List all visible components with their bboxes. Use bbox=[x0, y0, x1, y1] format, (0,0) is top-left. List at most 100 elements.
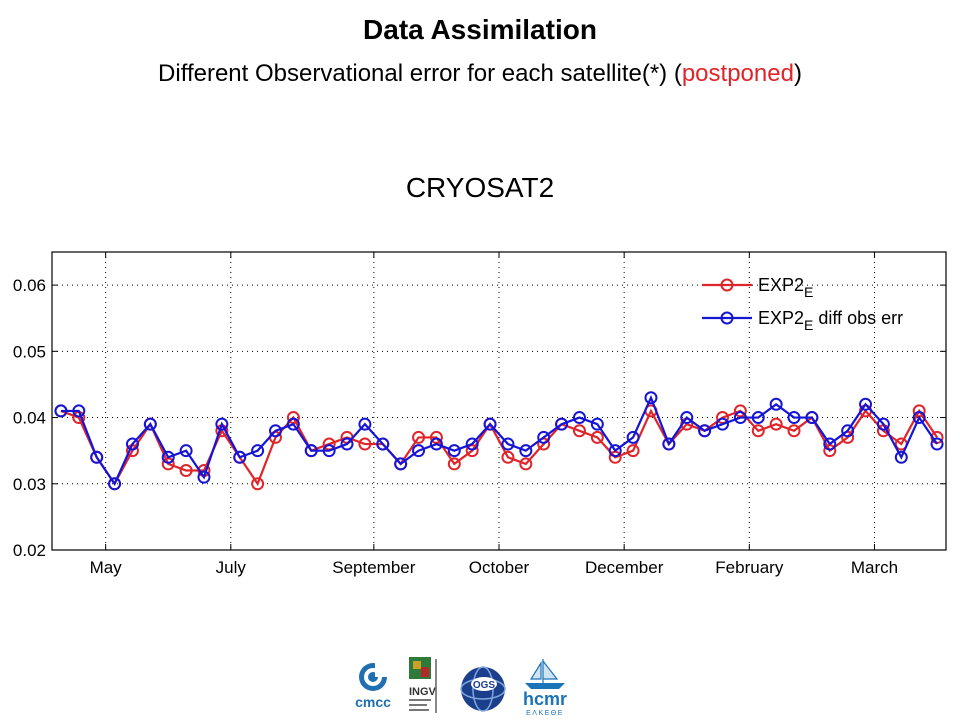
series-point bbox=[72, 404, 86, 418]
subtitle-highlight: postponed bbox=[681, 60, 794, 87]
series-point bbox=[161, 450, 175, 464]
series-point bbox=[930, 437, 944, 451]
plot-frame bbox=[51, 251, 947, 551]
series-point bbox=[626, 444, 640, 458]
series-point bbox=[501, 437, 515, 451]
series-point bbox=[894, 450, 908, 464]
series-point bbox=[751, 411, 765, 425]
series-point bbox=[108, 477, 122, 491]
series-point bbox=[769, 397, 783, 411]
series-point bbox=[322, 444, 336, 458]
series-point bbox=[143, 417, 157, 431]
series-point bbox=[876, 417, 890, 431]
series-point bbox=[340, 437, 354, 451]
x-tick-label: February bbox=[715, 558, 784, 577]
series-point bbox=[376, 437, 390, 451]
series-point bbox=[251, 477, 265, 491]
series-point bbox=[429, 437, 443, 451]
series-point bbox=[251, 444, 265, 458]
subtitle-end: ) bbox=[793, 60, 802, 87]
series-point bbox=[304, 444, 318, 458]
series-point bbox=[179, 464, 193, 478]
series-point bbox=[751, 424, 765, 438]
hcmr-text: hcmr bbox=[523, 689, 567, 709]
plot-area bbox=[52, 252, 946, 550]
series-point bbox=[626, 430, 640, 444]
x-tick-label: October bbox=[469, 558, 530, 577]
series-point bbox=[805, 411, 819, 425]
page-title: Data Assimilation bbox=[363, 14, 597, 45]
series-point bbox=[787, 411, 801, 425]
hcmr-logo: hcmr ΕΛΚΕΘΕ bbox=[523, 659, 567, 717]
legend-label: EXP2E bbox=[758, 275, 813, 300]
series-point bbox=[787, 424, 801, 438]
series-line bbox=[60, 394, 938, 487]
series-point bbox=[519, 444, 533, 458]
legend-label: EXP2E diff obs err bbox=[758, 308, 903, 333]
series-point bbox=[447, 444, 461, 458]
legend-marker bbox=[720, 311, 734, 325]
series-point bbox=[286, 417, 300, 431]
series-point bbox=[733, 404, 747, 418]
subtitle-text: Different Observational error for each s… bbox=[158, 60, 682, 87]
cmcc-text: cmcc bbox=[355, 694, 391, 710]
series-point bbox=[662, 437, 676, 451]
page-subtitle: Different Observational error for each s… bbox=[0, 60, 960, 88]
series-point bbox=[54, 404, 68, 418]
series-point bbox=[125, 437, 139, 451]
series-point bbox=[465, 437, 479, 451]
series-point bbox=[698, 424, 712, 438]
legend-marker bbox=[720, 278, 734, 292]
series-point bbox=[412, 430, 426, 444]
series-point bbox=[197, 470, 211, 484]
y-tick-label: 0.06 bbox=[13, 276, 46, 295]
series-point bbox=[572, 411, 586, 425]
series-point bbox=[572, 424, 586, 438]
x-tick-label: May bbox=[90, 558, 123, 577]
series-point bbox=[447, 457, 461, 471]
series-point bbox=[644, 391, 658, 405]
ogs-logo: OGS bbox=[460, 666, 506, 712]
series-point bbox=[912, 411, 926, 425]
y-tick-label: 0.03 bbox=[13, 475, 46, 494]
series-point bbox=[608, 444, 622, 458]
y-tick-label: 0.05 bbox=[13, 342, 46, 361]
chart-title: CRYOSAT2 bbox=[405, 172, 555, 203]
series-point bbox=[358, 437, 372, 451]
ingv-logo: INGV bbox=[409, 657, 437, 713]
logo-strip: cmcc INGV OGS hcmr ΕΛΚΕΘΕ bbox=[345, 655, 615, 717]
series-point bbox=[179, 444, 193, 458]
series-line bbox=[60, 408, 938, 487]
y-tick-label: 0.04 bbox=[13, 409, 46, 428]
series-point bbox=[537, 430, 551, 444]
x-tick-label: December bbox=[585, 558, 664, 577]
hcmr-subtext: ΕΛΚΕΘΕ bbox=[526, 710, 564, 717]
series-point bbox=[680, 411, 694, 425]
series-point bbox=[590, 430, 604, 444]
series-point bbox=[483, 417, 497, 431]
series-point bbox=[215, 417, 229, 431]
series-point bbox=[555, 417, 569, 431]
series-point bbox=[733, 411, 747, 425]
series-point bbox=[90, 450, 104, 464]
series-point bbox=[769, 417, 783, 431]
cmcc-logo: cmcc bbox=[355, 663, 391, 710]
series-point bbox=[269, 424, 282, 438]
x-tick-label: March bbox=[851, 558, 898, 577]
series-point bbox=[358, 417, 372, 431]
series-point bbox=[590, 417, 604, 431]
y-tick-label: 0.02 bbox=[13, 541, 46, 560]
series-point bbox=[716, 417, 729, 431]
x-tick-label: September bbox=[332, 558, 415, 577]
ingv-text: INGV bbox=[409, 686, 437, 698]
series-point bbox=[841, 424, 855, 438]
ogs-text: OGS bbox=[473, 680, 496, 691]
line-chart: 0.02 0.03 0.04 0.05 0.06 May July September Octo… bbox=[13, 251, 947, 577]
series-point bbox=[823, 437, 837, 451]
series-point bbox=[412, 444, 426, 458]
series-point bbox=[501, 450, 515, 464]
series-point bbox=[394, 457, 408, 471]
x-tick-label: July bbox=[216, 558, 247, 577]
series-point bbox=[233, 450, 247, 464]
series-point bbox=[859, 397, 873, 411]
